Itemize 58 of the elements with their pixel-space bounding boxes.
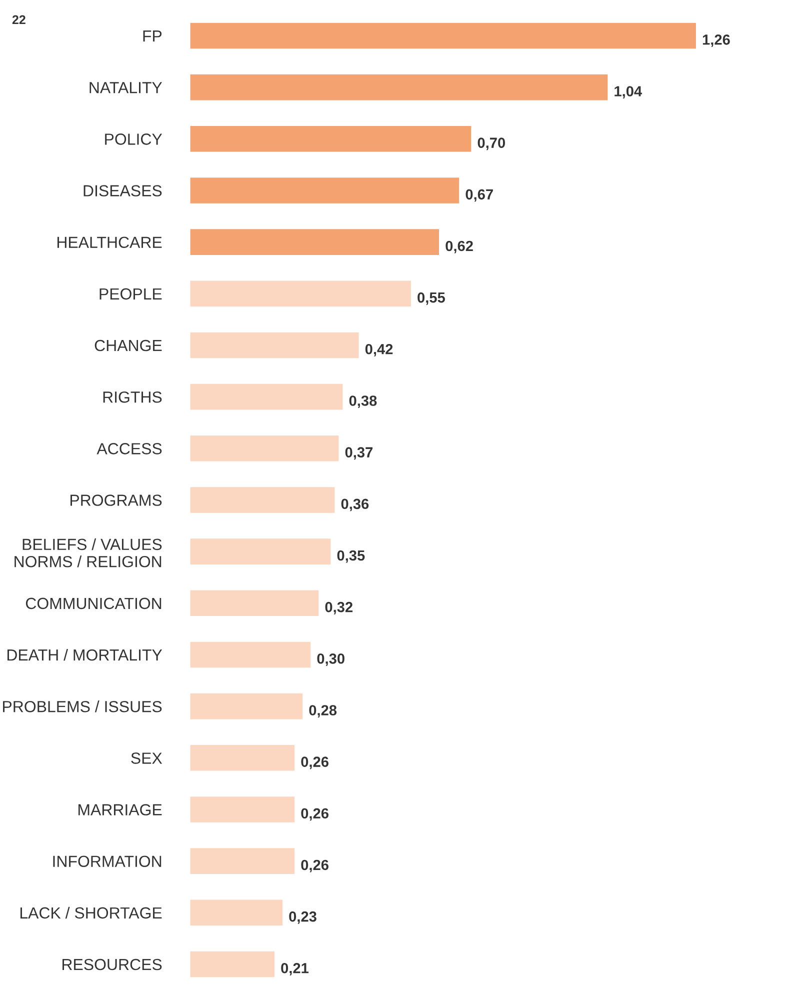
data-label: 0,70 <box>478 138 506 150</box>
bar <box>190 126 472 152</box>
text: 22 <box>12 15 26 24</box>
bar <box>190 436 339 462</box>
data-label: 0,55 <box>418 292 445 305</box>
y-tick-label: DEATH / MORTALITY <box>7 648 162 661</box>
data-label: 1,26 <box>702 34 730 47</box>
bar <box>190 280 411 307</box>
bar <box>190 74 608 100</box>
data-label: 0,42 <box>365 344 393 356</box>
y-tick-label: POLICY <box>105 134 162 145</box>
data-label: 0,35 <box>337 550 365 563</box>
bar <box>190 642 311 668</box>
y-tick-label: MARRIAGE <box>78 804 162 816</box>
y-tick-label: LACK / SHORTAGE <box>20 906 162 919</box>
data-label: 0,26 <box>301 860 328 872</box>
bar <box>190 848 295 874</box>
bar <box>190 796 295 822</box>
data-label: 0,67 <box>466 189 493 202</box>
bar <box>190 900 282 926</box>
y-tick-label: COMMUNICATION <box>26 598 162 610</box>
y-tick-label: BELIEFS / VALUES NORMS / RELIGION <box>14 538 162 568</box>
bar <box>190 384 343 410</box>
y-tick-label: PROBLEMS / ISSUES <box>3 700 162 712</box>
y-tick-label: NATALITY <box>90 82 162 94</box>
y-tick-label: SEX <box>131 752 162 764</box>
data-label: 0,36 <box>341 498 369 512</box>
y-tick-label: CHANGE <box>94 340 162 352</box>
data-label: 0,21 <box>281 962 309 976</box>
y-tick-label: INFORMATION <box>53 856 162 868</box>
y-tick-label: PEOPLE <box>100 288 162 300</box>
y-tick-label: RESOURCES <box>62 958 162 970</box>
data-label: 0,38 <box>349 396 377 408</box>
bar <box>190 745 295 771</box>
data-label: 0,23 <box>289 911 316 924</box>
bar <box>190 951 274 978</box>
data-label: 0,37 <box>345 447 372 460</box>
y-tick-label: DISEASES <box>84 185 162 196</box>
bar <box>190 538 331 564</box>
bar <box>190 487 335 513</box>
data-label: 0,32 <box>325 602 352 614</box>
bar <box>190 22 696 49</box>
y-tick-label: RIGTHS <box>103 391 162 403</box>
bar <box>190 590 319 616</box>
data-label: 1,04 <box>614 86 642 99</box>
bar <box>190 693 303 720</box>
data-label: 0,30 <box>317 653 344 666</box>
y-tick-label: FP <box>143 30 162 42</box>
data-label: 0,62 <box>446 240 473 254</box>
data-label: 0,28 <box>309 705 337 718</box>
bar <box>190 229 440 255</box>
y-tick-label: HEALTHCARE <box>57 236 162 248</box>
bar <box>190 178 460 204</box>
bar <box>190 332 359 358</box>
y-tick-label: ACCESS <box>96 443 162 454</box>
y-tick-label: PROGRAMS <box>70 494 162 506</box>
data-label: 0,26 <box>301 808 328 821</box>
data-label: 0,26 <box>301 756 328 770</box>
